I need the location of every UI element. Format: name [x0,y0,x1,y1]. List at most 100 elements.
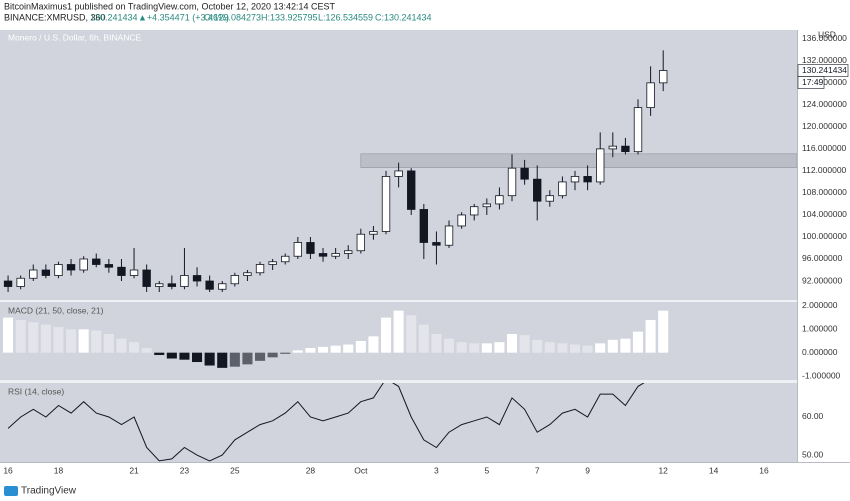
price-panel [3,50,797,293]
macd-bar [217,352,228,368]
y-tick-label: 112.000000 [802,165,847,175]
candle-body [180,275,189,287]
macd-bar [129,342,140,353]
macd-bar [481,343,492,353]
y-tick-label: 124.000000 [802,99,847,109]
logo [4,486,18,496]
ohlc-high: H:133.925795 [261,12,318,22]
macd-bar [607,339,618,353]
candle-body [570,176,580,183]
candle-body [659,70,668,84]
y-tick-label: 108.000000 [802,187,847,197]
macd-bar [343,344,354,353]
candle-body [230,275,240,285]
candle-body [281,255,290,263]
macd-bar [192,352,203,363]
currency: USD [818,29,836,39]
candle-body [495,195,504,205]
macd-bar [418,324,429,353]
y-tick-label: 2.000000 [802,300,838,310]
rsi-title: RSI (14, close) [8,386,64,396]
candle-body [470,206,479,216]
macd-bar [645,319,656,353]
y-tick-label: 1.000000 [802,324,838,334]
macd-bar [166,352,177,359]
x-tick-label: 12 [658,465,668,475]
axis-line [797,30,798,462]
macd-bar [242,352,253,365]
candle-body [293,242,303,257]
macd-bar [557,343,568,353]
axis-line [0,462,850,463]
candle-body [381,176,391,232]
candle-body [419,209,429,243]
candle-body [306,242,315,254]
candle-body [646,82,655,109]
macd-bar [3,317,14,353]
y-tick-label: 92.000000 [802,275,842,285]
macd-bar [620,338,631,353]
x-tick-label: Oct [354,465,368,475]
candle-body [255,264,265,274]
rsi-line [7,383,645,462]
macd-bar [658,310,669,353]
candle-body [129,269,139,276]
macd-bar [544,342,555,353]
candle-body [369,231,378,235]
symbol: BINANCE:XMRUSD, 360 [4,12,106,22]
candle-body [520,167,529,180]
macd-bar [280,352,291,354]
candle-body [155,283,164,287]
macd-bar [506,333,518,353]
y-tick-label: 60.00 [802,411,824,421]
macd-bar [103,333,114,353]
footer: TradingView [4,486,77,497]
candle-body [583,176,592,183]
macd-bar [406,315,417,353]
macd-bar [569,344,581,353]
macd-bar [204,352,215,366]
macd-bar [632,331,644,353]
macd-bar [179,352,190,360]
macd-bar [66,329,77,353]
countdown: 17:49 [802,77,824,87]
x-tick-label: 18 [54,465,64,475]
macd-bar [154,352,165,356]
candle-body [444,225,454,246]
candle-body [621,145,630,153]
candle-body [117,266,126,276]
x-tick-label: 21 [129,465,139,475]
ohlc-low: L:126.534559 [318,12,373,22]
y-tick-label: 96.000000 [802,253,842,263]
candle-body [104,264,114,268]
macd-bar [519,335,530,353]
price-title: Monero / U.S. Dollar, 6h, BINANCE [8,32,142,42]
x-tick-label: 16 [759,465,769,475]
candle-body [205,280,214,290]
macd-bar [532,339,543,353]
macd-bar [267,352,278,358]
macd-bar [330,345,341,353]
candle-body [482,203,491,208]
y-tick-label: 120.000000 [802,121,847,131]
macd-bar [393,310,404,353]
candle-body [167,283,177,287]
x-tick-label: 14 [709,465,719,475]
macd-bar [40,324,51,353]
macd-panel [3,310,669,368]
macd-title: MACD (21, 50, close, 21) [8,305,104,315]
candle-body [608,145,617,150]
y-tick-label: 116.000000 [802,143,847,153]
panel-divider [0,380,797,383]
candle-body [92,258,101,265]
macd-bar [443,338,455,353]
x-tick-label: 25 [230,465,240,475]
x-tick-label: 23 [180,465,190,475]
macd-bar [380,317,392,353]
candle-body [318,253,328,257]
candle-body [268,261,277,265]
x-tick-label: 16 [3,465,13,475]
macd-bar [355,341,366,353]
macd-bar [317,346,329,353]
